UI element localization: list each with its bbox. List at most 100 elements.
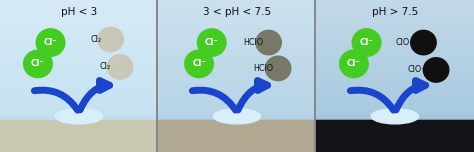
- Bar: [0, 17, 158, 19]
- Bar: [316, 115, 474, 120]
- Bar: [0, 135, 158, 137]
- Bar: [158, 87, 316, 89]
- Bar: [314, 0, 316, 152]
- Bar: [0, 97, 158, 99]
- Bar: [158, 135, 316, 137]
- Bar: [316, 42, 474, 44]
- Ellipse shape: [213, 109, 261, 124]
- Bar: [158, 116, 316, 118]
- Bar: [158, 40, 316, 42]
- Bar: [316, 36, 474, 38]
- Bar: [316, 137, 474, 139]
- Bar: [0, 142, 158, 144]
- Bar: [316, 13, 474, 15]
- Bar: [316, 32, 474, 34]
- Bar: [0, 25, 158, 27]
- Circle shape: [264, 55, 292, 81]
- Bar: [158, 44, 316, 46]
- Bar: [316, 148, 474, 150]
- Bar: [158, 144, 316, 146]
- Bar: [0, 44, 158, 46]
- Bar: [0, 108, 158, 110]
- Bar: [0, 40, 158, 42]
- Bar: [158, 4, 316, 6]
- Bar: [158, 64, 316, 67]
- Bar: [316, 85, 474, 87]
- Bar: [0, 55, 158, 57]
- Bar: [0, 125, 158, 127]
- Bar: [0, 61, 158, 63]
- Bar: [0, 38, 158, 40]
- Bar: [0, 116, 158, 118]
- Bar: [0, 127, 158, 129]
- Bar: [158, 61, 316, 63]
- Circle shape: [97, 27, 124, 52]
- Text: Cl⁻: Cl⁻: [44, 38, 57, 47]
- Bar: [316, 72, 474, 74]
- Bar: [158, 93, 316, 95]
- Bar: [316, 55, 474, 57]
- Bar: [316, 142, 474, 144]
- Bar: [158, 101, 316, 103]
- Bar: [316, 40, 474, 42]
- Bar: [158, 131, 316, 133]
- Bar: [158, 6, 316, 8]
- Bar: [158, 66, 316, 68]
- Bar: [158, 0, 316, 2]
- Bar: [0, 21, 158, 23]
- Bar: [316, 102, 474, 105]
- Bar: [316, 49, 474, 51]
- Bar: [316, 83, 474, 85]
- Bar: [0, 53, 158, 55]
- Bar: [158, 110, 316, 112]
- Bar: [316, 97, 474, 99]
- Bar: [316, 17, 474, 19]
- Bar: [316, 119, 474, 152]
- Bar: [316, 123, 474, 125]
- Bar: [158, 140, 316, 143]
- Bar: [316, 23, 474, 25]
- Bar: [0, 137, 158, 139]
- Bar: [158, 2, 316, 4]
- Bar: [158, 13, 316, 15]
- Bar: [158, 81, 316, 84]
- Text: pH > 7.5: pH > 7.5: [372, 7, 418, 17]
- Bar: [0, 49, 158, 51]
- Bar: [158, 78, 316, 80]
- Bar: [158, 51, 316, 53]
- Bar: [0, 106, 158, 108]
- Bar: [0, 32, 158, 34]
- Circle shape: [410, 30, 437, 55]
- Bar: [316, 133, 474, 135]
- Bar: [316, 110, 474, 112]
- Text: Cl₂: Cl₂: [90, 35, 101, 44]
- Bar: [158, 127, 316, 129]
- Bar: [158, 76, 316, 78]
- Bar: [158, 119, 316, 152]
- Bar: [158, 47, 316, 49]
- Bar: [316, 51, 474, 53]
- Bar: [316, 125, 474, 127]
- Bar: [158, 148, 316, 150]
- Bar: [316, 45, 474, 47]
- Bar: [0, 104, 158, 106]
- Bar: [316, 146, 474, 148]
- Bar: [0, 6, 158, 8]
- Bar: [0, 95, 158, 97]
- Bar: [158, 118, 316, 120]
- Bar: [0, 64, 158, 67]
- Bar: [0, 146, 158, 148]
- Bar: [0, 101, 158, 103]
- Bar: [158, 45, 316, 47]
- Bar: [0, 34, 158, 36]
- Bar: [0, 72, 158, 74]
- Bar: [158, 123, 316, 125]
- Bar: [158, 125, 316, 127]
- Bar: [0, 9, 158, 11]
- Bar: [316, 135, 474, 137]
- Bar: [158, 57, 316, 59]
- Bar: [158, 63, 316, 65]
- Circle shape: [255, 30, 282, 55]
- Bar: [0, 119, 158, 122]
- Bar: [0, 121, 158, 123]
